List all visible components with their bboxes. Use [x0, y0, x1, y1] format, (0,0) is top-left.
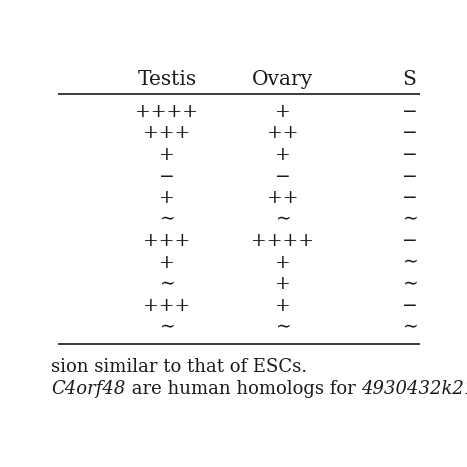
Text: ∼: ∼ [275, 318, 290, 337]
Text: ∼: ∼ [402, 211, 417, 229]
Text: ++: ++ [267, 124, 298, 142]
Text: C4orf48: C4orf48 [51, 380, 126, 398]
Text: −: − [159, 168, 175, 185]
Text: ∼: ∼ [159, 276, 175, 293]
Text: are human homologs for: are human homologs for [126, 380, 361, 398]
Text: ∼: ∼ [275, 211, 290, 229]
Text: ∼: ∼ [402, 254, 417, 272]
Text: +: + [275, 297, 290, 315]
Text: −: − [402, 168, 417, 185]
Text: 4930432k21Ri: 4930432k21Ri [361, 380, 467, 398]
Text: Testis: Testis [137, 70, 197, 89]
Text: +++: +++ [143, 232, 191, 250]
Text: +: + [159, 254, 175, 272]
Text: Ovary: Ovary [252, 70, 313, 89]
Text: +: + [159, 146, 175, 164]
Text: −: − [275, 168, 290, 185]
Text: −: − [402, 189, 417, 207]
Text: +: + [159, 189, 175, 207]
Text: ++: ++ [267, 189, 298, 207]
Text: −: − [402, 103, 417, 121]
Text: +: + [275, 276, 290, 293]
Text: ∼: ∼ [159, 318, 175, 337]
Text: +: + [275, 103, 290, 121]
Text: −: − [402, 146, 417, 164]
Text: −: − [402, 232, 417, 250]
Text: +++: +++ [143, 124, 191, 142]
Text: ∼: ∼ [402, 276, 417, 293]
Text: ∼: ∼ [402, 318, 417, 337]
Text: S: S [403, 70, 417, 89]
Text: +++: +++ [143, 297, 191, 315]
Text: ++++: ++++ [135, 103, 198, 121]
Text: +: + [275, 146, 290, 164]
Text: −: − [402, 297, 417, 315]
Text: ∼: ∼ [159, 211, 175, 229]
Text: sion similar to that of ESCs.: sion similar to that of ESCs. [51, 358, 307, 376]
Text: +: + [275, 254, 290, 272]
Text: −: − [402, 124, 417, 142]
Text: ++++: ++++ [251, 232, 314, 250]
